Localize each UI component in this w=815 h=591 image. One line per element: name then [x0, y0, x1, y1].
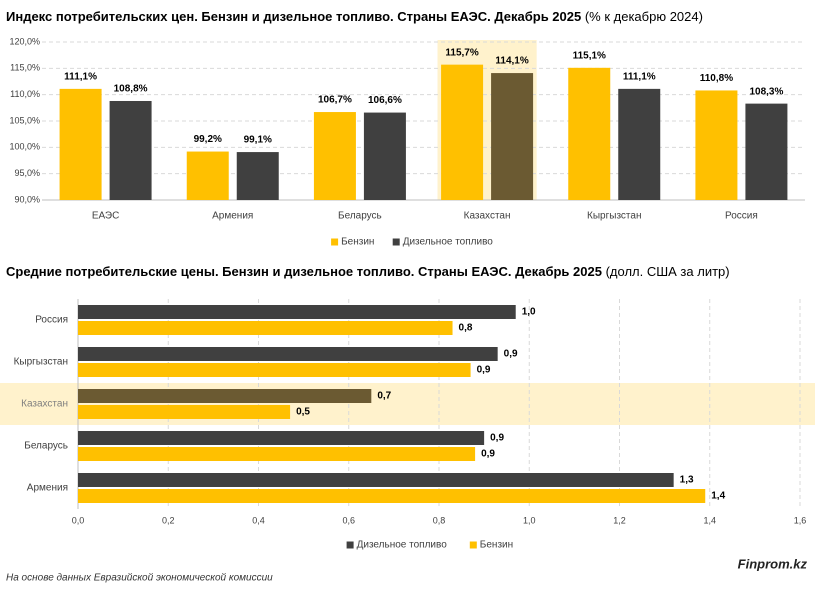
value-label: 108,8%: [114, 84, 148, 95]
bar: [78, 305, 516, 319]
value-label: 106,7%: [318, 95, 352, 106]
value-label: 0,9: [490, 433, 504, 444]
title: Индекс потребительских цен. Бензин и диз…: [6, 9, 581, 24]
y-tick-label: Кыргызстан: [14, 357, 68, 368]
bar: [618, 88, 661, 200]
y-tick-label: Беларусь: [24, 441, 68, 452]
legend-label: Дизельное топливо: [403, 237, 494, 248]
legend-swatch: [346, 541, 354, 549]
y-tick-label: Армения: [27, 483, 68, 494]
chart-title: Индекс потребительских цен. Бензин и диз…: [6, 9, 703, 24]
y-tick-label: 100,0%: [9, 142, 40, 152]
subtitle: (долл. США за литр): [606, 264, 730, 279]
x-tick-label: ЕАЭС: [92, 211, 120, 222]
x-tick-label: Казахстан: [464, 211, 511, 222]
legend-swatch: [331, 238, 339, 246]
x-tick-label: Кыргызстан: [587, 211, 641, 222]
value-label: 0,7: [377, 391, 391, 402]
x-tick-label: 0,6: [342, 515, 355, 525]
bar: [568, 67, 611, 200]
title: Средние потребительские цены. Бензин и д…: [6, 264, 602, 279]
legend-label: Бензин: [341, 237, 374, 248]
bar: [78, 389, 372, 403]
source-note: На основе данных Евразийской экономическ…: [6, 573, 273, 584]
x-tick-label: 0,8: [433, 515, 446, 525]
value-label: 1,0: [522, 307, 536, 318]
value-label: 99,1%: [244, 135, 272, 146]
value-label: 0,9: [504, 349, 518, 360]
legend-swatch: [469, 541, 477, 549]
value-label: 0,9: [477, 365, 491, 376]
value-label: 0,8: [459, 323, 473, 334]
y-tick-label: 95,0%: [14, 168, 40, 178]
x-tick-label: 1,6: [794, 515, 807, 525]
x-tick-label: 0,4: [252, 515, 265, 525]
value-label: 1,3: [680, 475, 694, 486]
y-tick-label: 115,0%: [10, 63, 40, 73]
y-tick-label: 110,0%: [10, 89, 40, 99]
value-label: 106,6%: [368, 95, 402, 106]
chart-title: Средние потребительские цены. Бензин и д…: [6, 264, 730, 279]
bar: [186, 151, 229, 200]
bar: [59, 88, 102, 200]
bar: [78, 321, 453, 335]
subtitle: (% к декабрю 2024): [585, 9, 703, 24]
bar: [78, 473, 674, 487]
bar: [491, 73, 534, 200]
bar: [745, 103, 788, 200]
x-tick-label: Беларусь: [338, 211, 382, 222]
bar: [78, 447, 476, 461]
value-label: 99,2%: [194, 134, 222, 145]
value-label: 115,7%: [445, 47, 478, 58]
y-tick-label: 90,0%: [14, 194, 40, 204]
bar: [236, 152, 279, 200]
bar: [78, 431, 485, 445]
value-label: 0,9: [481, 449, 495, 460]
bar: [78, 405, 291, 419]
value-label: 114,1%: [495, 56, 528, 67]
value-label: 108,3%: [749, 86, 783, 97]
x-tick-label: 1,0: [523, 515, 536, 525]
value-label: 0,5: [296, 407, 310, 418]
x-tick-label: 0,0: [72, 515, 85, 525]
x-tick-label: 0,2: [162, 515, 175, 525]
bar: [109, 100, 152, 200]
value-label: 111,1%: [64, 72, 97, 83]
y-tick-label: Казахстан: [21, 399, 68, 410]
brand: Finprom.kz: [738, 556, 808, 571]
legend-label: Дизельное топливо: [357, 540, 448, 551]
x-tick-label: 1,4: [703, 515, 716, 525]
legend-label: Бензин: [480, 540, 513, 551]
x-tick-label: Армения: [212, 211, 253, 222]
y-tick-label: 105,0%: [9, 115, 40, 125]
bar: [78, 347, 498, 361]
legend-swatch: [392, 238, 400, 246]
bar: [78, 489, 706, 503]
bar: [313, 112, 356, 200]
bar: [695, 90, 738, 200]
bar: [78, 363, 471, 377]
value-label: 1,4: [711, 491, 725, 502]
x-tick-label: 1,2: [613, 515, 626, 525]
y-tick-label: Россия: [35, 315, 68, 326]
y-tick-label: 120,0%: [9, 36, 40, 46]
bar: [441, 64, 484, 200]
value-label: 115,1%: [573, 50, 606, 61]
value-label: 111,1%: [623, 72, 656, 83]
x-tick-label: Россия: [725, 211, 758, 222]
bar: [363, 112, 406, 200]
value-label: 110,8%: [700, 73, 733, 84]
